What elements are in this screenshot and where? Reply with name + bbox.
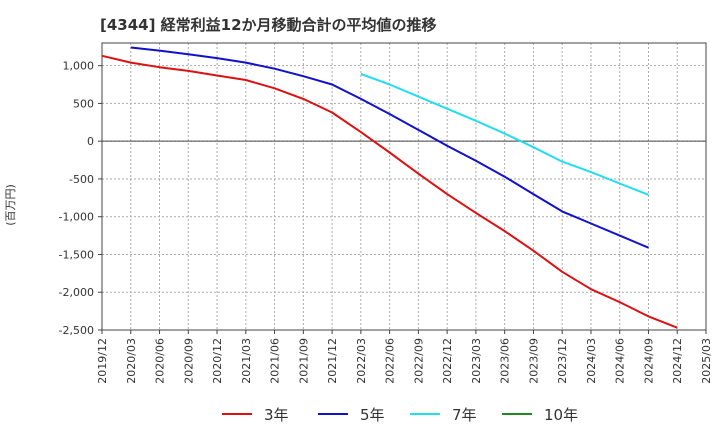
x-tick-label: 2024/12	[671, 338, 684, 384]
series-line-7年	[360, 73, 649, 196]
x-tick-label: 2022/03	[355, 338, 368, 384]
series-line-5年	[130, 46, 649, 249]
legend-label: 5年	[360, 406, 385, 424]
x-tick-label: 2021/06	[269, 338, 282, 384]
legend-label: 7年	[452, 406, 477, 424]
x-tick-labels: 2019/12 2020/03 2020/06 2020/09 2020/12 2021/…	[96, 330, 713, 384]
x-tick-label: 2023/09	[527, 338, 540, 384]
x-tick-label: 2020/12	[211, 338, 224, 384]
y-axis-label: (百万円)	[4, 184, 17, 226]
chart-title: [4344] 経常利益12か月移動合計の平均値の推移	[100, 16, 437, 34]
y-tick-label: -2,500	[59, 324, 94, 337]
x-tick-label: 2024/03	[585, 338, 598, 384]
x-tick-label: 2021/03	[240, 338, 253, 384]
legend: 3年 5年 7年 10年	[222, 406, 578, 424]
grid-layer	[101, 43, 707, 331]
x-tick-label: 2023/06	[499, 338, 512, 384]
y-tick-labels: 1,000 500 0 -500 -1,000 -1,500 -2,000 -2,500	[59, 60, 102, 337]
x-tick-label: 2022/12	[441, 338, 454, 384]
x-tick-label: 2020/03	[125, 338, 138, 384]
y-tick-label: 0	[87, 135, 94, 148]
x-tick-label: 2020/06	[154, 338, 167, 384]
x-tick-label: 2024/09	[642, 338, 655, 384]
x-tick-label: 2024/06	[614, 338, 627, 384]
legend-label: 3年	[264, 406, 289, 424]
x-tick-label: 2023/12	[556, 338, 569, 384]
y-tick-label: -1,500	[59, 248, 94, 261]
legend-label: 10年	[544, 406, 578, 424]
x-tick-label: 2021/09	[297, 338, 310, 384]
series-line-3年	[101, 54, 678, 329]
x-tick-label: 2022/06	[384, 338, 397, 384]
series-layer	[101, 46, 678, 329]
x-tick-label: 2021/12	[326, 338, 339, 384]
x-tick-label: 2025/03	[700, 338, 713, 384]
y-tick-label: 500	[73, 97, 94, 110]
y-tick-label: -2,000	[59, 286, 94, 299]
y-tick-label: -500	[69, 173, 94, 186]
x-tick-label: 2019/12	[96, 338, 109, 384]
x-tick-label: 2023/03	[470, 338, 483, 384]
axis-layer	[101, 42, 707, 331]
x-tick-label: 2020/09	[182, 338, 195, 384]
y-tick-label: -1,000	[59, 211, 94, 224]
plot-frame	[101, 42, 707, 331]
y-tick-label: 1,000	[63, 60, 95, 73]
x-tick-label: 2022/09	[412, 338, 425, 384]
